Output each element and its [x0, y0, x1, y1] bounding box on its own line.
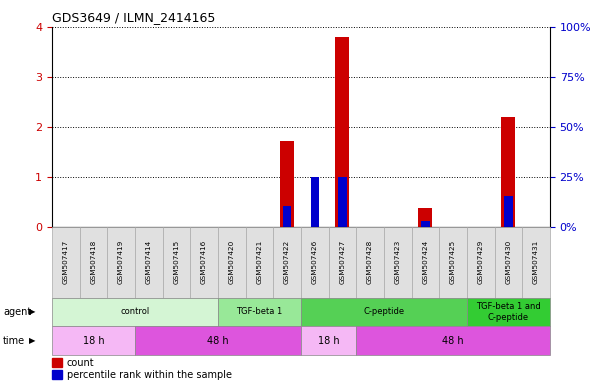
Text: GSM507430: GSM507430 — [505, 240, 511, 284]
Text: TGF-beta 1: TGF-beta 1 — [236, 308, 282, 316]
Text: GSM507420: GSM507420 — [229, 240, 235, 284]
Bar — [52, 370, 62, 379]
Bar — [310, 177, 319, 227]
Text: GSM507427: GSM507427 — [340, 240, 345, 284]
Bar — [412, 227, 439, 298]
Text: 18 h: 18 h — [318, 336, 339, 346]
Bar — [504, 195, 513, 227]
Text: GSM507415: GSM507415 — [174, 240, 180, 284]
Text: 48 h: 48 h — [207, 336, 229, 346]
Text: GDS3649 / ILMN_2414165: GDS3649 / ILMN_2414165 — [52, 12, 215, 25]
Text: GSM507422: GSM507422 — [284, 240, 290, 284]
Text: TGF-beta 1 and
C-peptide: TGF-beta 1 and C-peptide — [476, 302, 541, 322]
Text: 18 h: 18 h — [82, 336, 104, 346]
Bar — [335, 37, 349, 227]
Bar — [190, 227, 218, 298]
Bar — [218, 298, 301, 326]
Bar — [280, 141, 294, 227]
Bar — [356, 227, 384, 298]
Text: GSM507426: GSM507426 — [312, 240, 318, 284]
Bar — [421, 220, 430, 227]
Text: GSM507421: GSM507421 — [257, 240, 262, 284]
Bar — [439, 227, 467, 298]
Bar — [52, 326, 135, 355]
Bar — [52, 227, 79, 298]
Bar — [338, 177, 346, 227]
Bar — [108, 227, 135, 298]
Text: 48 h: 48 h — [442, 336, 464, 346]
Bar — [283, 205, 291, 227]
Bar — [522, 227, 550, 298]
Text: GSM507424: GSM507424 — [422, 240, 428, 284]
Bar — [494, 227, 522, 298]
Text: GSM507416: GSM507416 — [201, 240, 207, 284]
Text: time: time — [3, 336, 25, 346]
Text: GSM507414: GSM507414 — [146, 240, 152, 284]
Bar — [356, 326, 550, 355]
Bar — [218, 227, 246, 298]
Text: GSM507429: GSM507429 — [478, 240, 484, 284]
Bar — [467, 298, 550, 326]
Bar — [301, 298, 467, 326]
Bar — [467, 227, 494, 298]
Bar — [273, 227, 301, 298]
Bar — [246, 227, 273, 298]
Bar — [135, 227, 163, 298]
Text: GSM507423: GSM507423 — [395, 240, 401, 284]
Text: ▶: ▶ — [29, 336, 36, 345]
Text: GSM507425: GSM507425 — [450, 240, 456, 284]
Text: GSM507418: GSM507418 — [90, 240, 97, 284]
Bar — [52, 358, 62, 367]
Bar — [502, 117, 515, 227]
Text: count: count — [67, 358, 95, 368]
Bar — [52, 298, 218, 326]
Text: percentile rank within the sample: percentile rank within the sample — [67, 370, 232, 380]
Bar — [163, 227, 190, 298]
Text: ▶: ▶ — [29, 308, 36, 316]
Bar — [419, 208, 433, 227]
Bar — [301, 326, 356, 355]
Text: GSM507419: GSM507419 — [118, 240, 124, 284]
Text: C-peptide: C-peptide — [364, 308, 404, 316]
Bar — [329, 227, 356, 298]
Text: control: control — [120, 308, 150, 316]
Bar — [79, 227, 108, 298]
Text: GSM507417: GSM507417 — [63, 240, 69, 284]
Bar — [384, 227, 412, 298]
Text: agent: agent — [3, 307, 31, 317]
Text: GSM507431: GSM507431 — [533, 240, 539, 284]
Text: GSM507428: GSM507428 — [367, 240, 373, 284]
Bar — [135, 326, 301, 355]
Bar — [301, 227, 329, 298]
